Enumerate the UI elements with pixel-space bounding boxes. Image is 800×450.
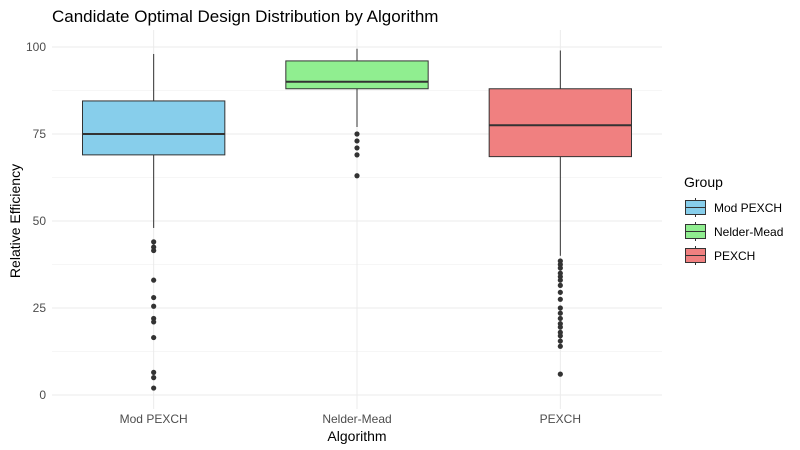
legend: Group Mod PEXCH Nelder-Mead PEXCH — [684, 174, 783, 265]
outlier-point — [557, 296, 563, 302]
outlier-point — [151, 385, 157, 391]
outlier-point — [151, 319, 157, 325]
y-axis: 0 25 50 75 100 — [26, 40, 46, 402]
x-axis: Mod PEXCH Nelder-Mead PEXCH — [120, 412, 581, 426]
outlier-point — [354, 145, 360, 151]
outlier-point — [557, 305, 563, 311]
y-tick-label: 100 — [26, 40, 46, 54]
box-iqr — [488, 88, 632, 158]
y-tick-label: 50 — [33, 214, 47, 228]
outlier-point — [354, 173, 360, 179]
x-tick-label: Nelder-Mead — [322, 412, 391, 426]
x-tick-label: Mod PEXCH — [120, 412, 188, 426]
y-tick-label: 75 — [33, 127, 47, 141]
box-group-mod-pexch — [82, 53, 226, 391]
outlier-point — [557, 310, 563, 316]
y-axis-title: Relative Efficiency — [7, 164, 23, 278]
outlier-point — [557, 324, 563, 330]
legend-label: PEXCH — [714, 249, 755, 263]
outlier-point — [557, 265, 563, 271]
outlier-point — [151, 375, 157, 381]
box-iqr — [82, 100, 226, 156]
outlier-point — [557, 315, 563, 322]
y-tick-label: 0 — [39, 388, 46, 402]
legend-title: Group — [684, 174, 723, 190]
outlier-point — [354, 152, 360, 158]
legend-label: Nelder-Mead — [714, 225, 783, 239]
outlier-point — [151, 277, 157, 283]
outlier-point — [151, 247, 157, 254]
legend-label: Mod PEXCH — [714, 201, 782, 215]
outlier-point — [557, 371, 563, 377]
outlier-point — [151, 239, 157, 245]
outlier-point — [557, 333, 563, 339]
outlier-point — [354, 138, 360, 144]
outlier-point — [557, 343, 563, 349]
box-group-nelder-mead — [285, 48, 429, 179]
legend-key — [685, 198, 706, 217]
outlier-point — [151, 334, 157, 341]
boxes — [82, 48, 632, 391]
box-group-pexch — [488, 50, 632, 377]
chart-title: Candidate Optimal Design Distribution by… — [52, 7, 438, 26]
outlier-point — [151, 369, 157, 375]
box-iqr — [285, 60, 429, 90]
y-tick-label: 25 — [33, 301, 47, 315]
legend-key — [685, 222, 706, 241]
outlier-point — [151, 294, 157, 301]
outlier-point — [557, 289, 563, 295]
outlier-point — [151, 303, 157, 309]
x-axis-title: Algorithm — [327, 428, 386, 444]
legend-key — [685, 246, 706, 265]
outlier-point — [557, 282, 563, 288]
outlier-point — [557, 277, 563, 283]
outlier-point — [354, 131, 360, 137]
outlier-point — [557, 338, 563, 344]
x-tick-label: PEXCH — [540, 412, 581, 426]
